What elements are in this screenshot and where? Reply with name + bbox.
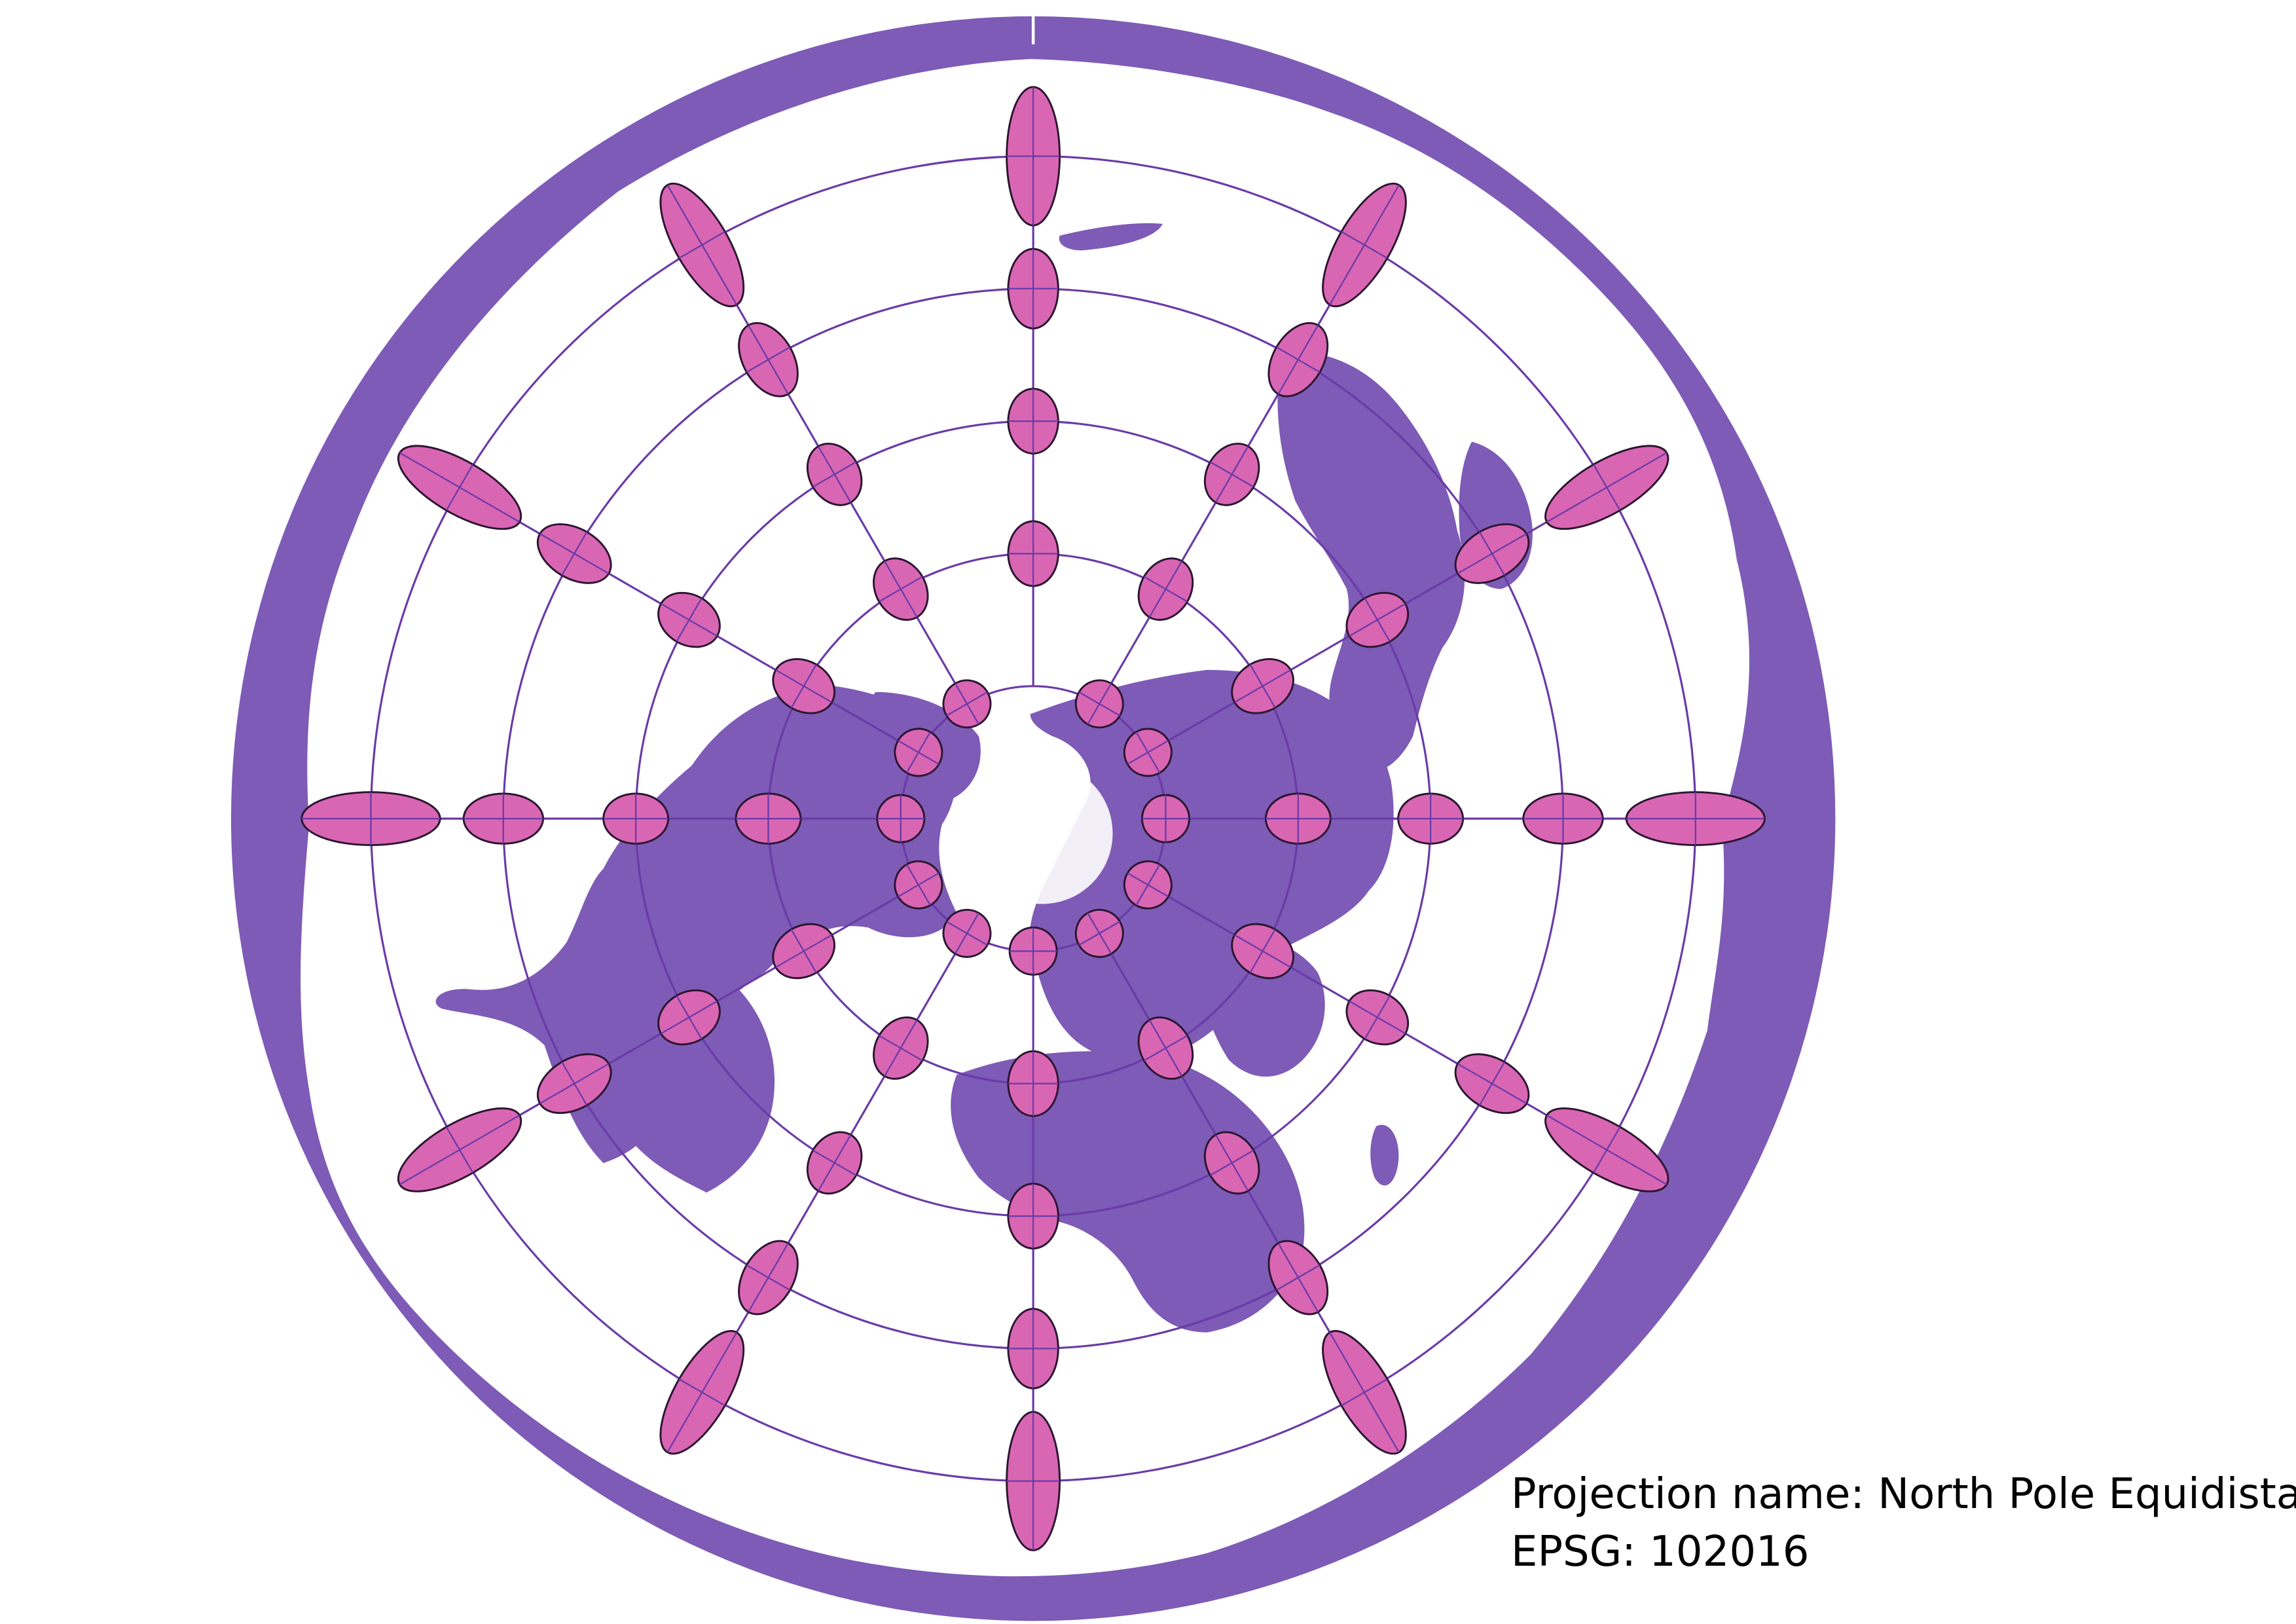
east-asia [1277, 352, 1465, 772]
tissot-ellipse [806, 443, 863, 506]
tissot-ellipse [1264, 792, 1332, 845]
tissot-ellipse [1267, 322, 1329, 397]
tissot-ellipse [1345, 989, 1410, 1046]
tissot-ellipse [1454, 1053, 1530, 1115]
tissot-ellipse [1231, 658, 1294, 714]
tissot-ellipse [1454, 523, 1530, 584]
tissot-ellipse [602, 792, 670, 845]
tissot-ellipse [1007, 388, 1059, 455]
tissot-ellipse [1008, 927, 1058, 976]
tissot-ellipse [873, 557, 929, 621]
tissot-ellipse [536, 1053, 612, 1115]
north-america [435, 684, 957, 1164]
tissot-ellipse [1522, 792, 1604, 845]
tissot-ellipse [1203, 1131, 1260, 1195]
land-masses [435, 223, 1533, 1333]
madagascar [1370, 1124, 1399, 1186]
tissot-ellipse [397, 1107, 522, 1192]
tissot-ellipse [1007, 1050, 1059, 1117]
tissot-ellipse [462, 792, 545, 845]
projection-name-label: Projection name: North Pole Equidistant [1511, 1470, 2296, 1519]
tissot-ellipse [1267, 1240, 1329, 1316]
tissot-ellipse [1123, 860, 1173, 910]
tissot-ellipse [301, 791, 441, 847]
tissot-ellipse [1137, 1016, 1194, 1080]
map-caption: Projection name: North Pole Equidistant … [1511, 1466, 2296, 1581]
tissot-ellipse [1006, 86, 1061, 227]
tissot-ellipse [1345, 591, 1410, 648]
tissot-ellipse [1137, 557, 1194, 621]
tissot-ellipse [738, 1240, 799, 1316]
tissot-ellipse [1007, 1308, 1059, 1390]
arctic-island [1059, 223, 1163, 251]
tissot-ellipse [1544, 445, 1669, 530]
tissot-ellipse [894, 860, 943, 910]
tissot-ellipse [772, 658, 836, 714]
tissot-ellipse [1007, 248, 1059, 329]
tissot-ellipse [894, 728, 943, 777]
tissot-ellipse [1322, 1330, 1407, 1455]
tissot-ellipse [659, 182, 745, 308]
south-america [603, 980, 775, 1193]
tissot-ellipse [657, 591, 721, 648]
tissot-ellipse [1397, 792, 1465, 845]
tissot-indicatrices [301, 86, 1766, 1551]
tissot-ellipse [1007, 520, 1059, 587]
tissot-ellipse [772, 923, 836, 980]
tissot-ellipse [397, 445, 522, 530]
africa [951, 1051, 1305, 1333]
tissot-ellipse [738, 322, 799, 397]
tissot-ellipse [1625, 791, 1766, 847]
tissot-ellipse [873, 1016, 929, 1080]
tissot-ellipse [1074, 908, 1124, 958]
tissot-ellipse [942, 679, 992, 729]
tissot-ellipse [1322, 182, 1407, 308]
north-pole-area [971, 762, 1113, 904]
tissot-ellipse [536, 523, 612, 584]
tissot-ellipse [659, 1330, 745, 1455]
epsg-code-label: EPSG: 102016 [1511, 1528, 1810, 1576]
tissot-ellipse [657, 989, 721, 1046]
tissot-ellipse [735, 792, 802, 845]
tissot-ellipse [1074, 679, 1124, 729]
eurasia [1029, 670, 1394, 1063]
tissot-ellipse [1123, 728, 1173, 777]
tissot-ellipse [1141, 794, 1190, 843]
tissot-ellipse [806, 1131, 863, 1195]
tissot-ellipse [876, 794, 926, 843]
south-asia [1199, 936, 1325, 1077]
tissot-ellipse [1006, 1411, 1061, 1551]
tissot-ellipse [1007, 1183, 1059, 1250]
tissot-ellipse [1231, 923, 1294, 980]
tissot-ellipse [1544, 1107, 1669, 1192]
tissot-ellipse [1203, 443, 1260, 506]
tissot-ellipse [942, 908, 992, 958]
